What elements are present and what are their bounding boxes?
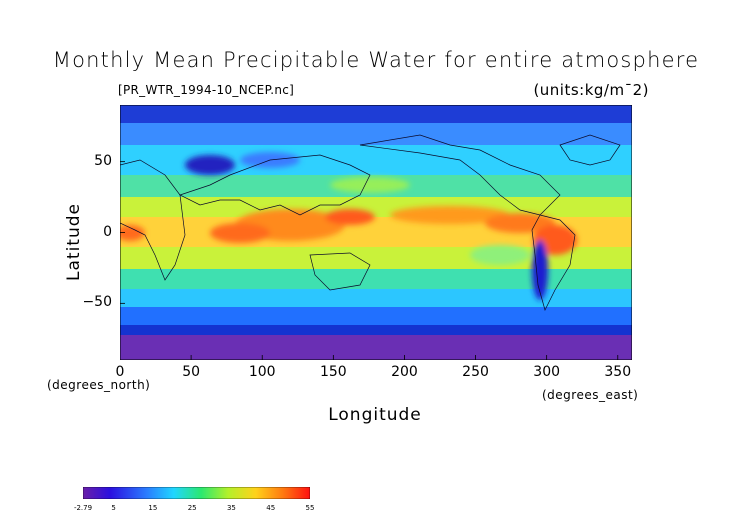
units-label: (units:kg/m¯2) [533, 81, 649, 99]
x-tick-label: 350 [604, 364, 632, 380]
coastlines [120, 134, 621, 311]
x-tick-label: 100 [248, 364, 276, 380]
x-tick-label: 50 [182, 364, 201, 380]
axis-ticks [120, 161, 619, 360]
y-axis-title: Latitude [64, 203, 84, 281]
y-tick-label: −50 [82, 294, 112, 311]
heatmap-field [120, 105, 632, 360]
colorbar [83, 487, 310, 499]
x-tick-label: 300 [533, 364, 561, 380]
x-unit-note: (degrees_east) [542, 388, 639, 402]
y-tick-label: 0 [103, 223, 112, 240]
colorbar-tick-label: -2.79 [73, 504, 93, 512]
x-tick-label: 0 [115, 364, 125, 380]
colorbar-tick-label: 35 [226, 504, 236, 512]
colorbar-tick-label: 5 [111, 504, 116, 512]
x-axis-title: Longitude [328, 405, 422, 425]
y-tick-label: 50 [94, 152, 112, 169]
colorbar-tick-label: 15 [148, 504, 158, 512]
heatmap-plot [120, 105, 632, 360]
colorbar-tick-label: 45 [266, 504, 276, 512]
x-tick-label: 150 [319, 364, 347, 380]
x-tick-label: 250 [462, 364, 489, 380]
colorbar-tick-label: 55 [305, 504, 315, 512]
x-tick-label: 200 [391, 364, 418, 380]
chart-title: Monthly Mean Precipitable Water for enti… [52, 48, 700, 72]
colorbar-tick-label: 25 [187, 504, 197, 512]
y-unit-note: (degrees_north) [47, 378, 151, 392]
source-label: [PR_WTR_1994-10_NCEP.nc] [118, 83, 295, 97]
